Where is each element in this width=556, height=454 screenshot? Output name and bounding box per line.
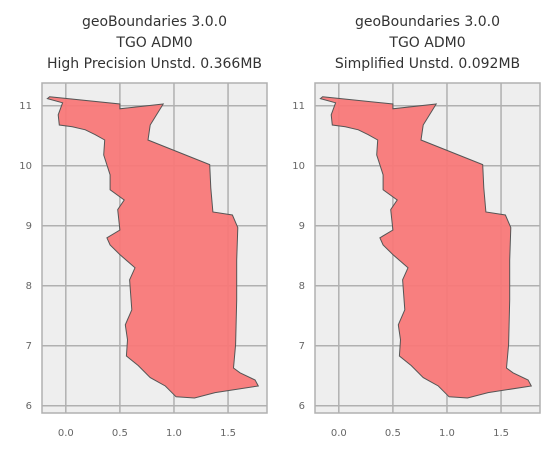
x-tick-label: 0.5 [112,428,128,439]
y-tick-label: 10 [19,161,32,172]
x-tick-label: 0.0 [58,428,74,439]
y-tick-label: 10 [292,161,305,172]
chart-title: Simplified Unstd. 0.092MB [335,56,520,72]
y-tick-label: 11 [19,101,32,112]
x-tick-label: 1.0 [166,428,182,439]
country-shape [319,96,533,399]
x-tick-label: 0.0 [331,428,347,439]
y-tick-label: 8 [299,281,305,292]
y-tick-label: 6 [26,401,32,412]
y-tick-label: 7 [26,341,32,352]
x-tick-label: 1.0 [439,428,455,439]
chart-title: geoBoundaries 3.0.0 [82,14,227,30]
x-tick-label: 1.5 [220,428,236,439]
chart-title: TGO ADM0 [115,35,192,51]
chart-title: TGO ADM0 [388,35,465,51]
y-tick-label: 11 [292,101,305,112]
chart-title: High Precision Unstd. 0.366MB [47,56,262,72]
y-tick-label: 9 [26,221,32,232]
x-tick-label: 0.5 [385,428,401,439]
y-tick-label: 7 [299,341,305,352]
y-tick-label: 9 [299,221,305,232]
x-tick-label: 1.5 [493,428,509,439]
y-tick-label: 6 [299,401,305,412]
country-shape [46,96,260,399]
chart-title: geoBoundaries 3.0.0 [355,14,500,30]
y-tick-label: 8 [26,281,32,292]
